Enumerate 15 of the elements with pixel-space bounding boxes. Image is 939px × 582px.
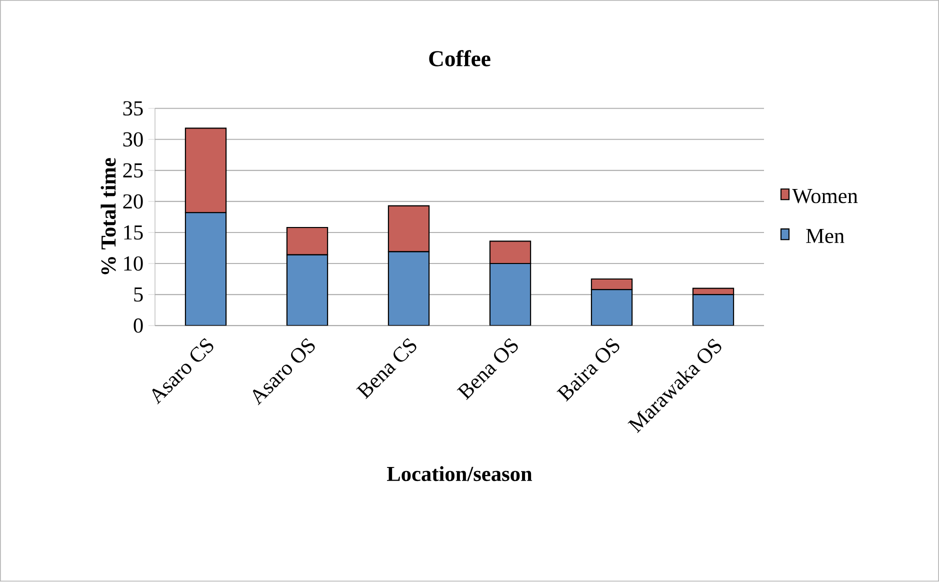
y-tick-label: 35 (123, 101, 143, 116)
y-tick-label: 20 (123, 194, 143, 209)
y-tick-label: 30 (123, 132, 143, 147)
y-tick-label: 25 (123, 164, 143, 178)
x-axis-title: Location/season (387, 466, 532, 482)
y-tick-label: 5 (134, 288, 143, 302)
x-tick-label: Bena CS (356, 338, 416, 400)
y-tick-label: 0 (134, 318, 143, 334)
legend-label: Men (806, 229, 844, 244)
x-tick-label: Bena OS (456, 338, 518, 400)
y-tick-label: 15 (124, 226, 143, 240)
legend-label: Women (792, 189, 858, 204)
y-tick-label: 10 (124, 256, 143, 271)
chart-title: Coffee (429, 50, 490, 67)
y-axis-title: % Total time (100, 158, 116, 274)
